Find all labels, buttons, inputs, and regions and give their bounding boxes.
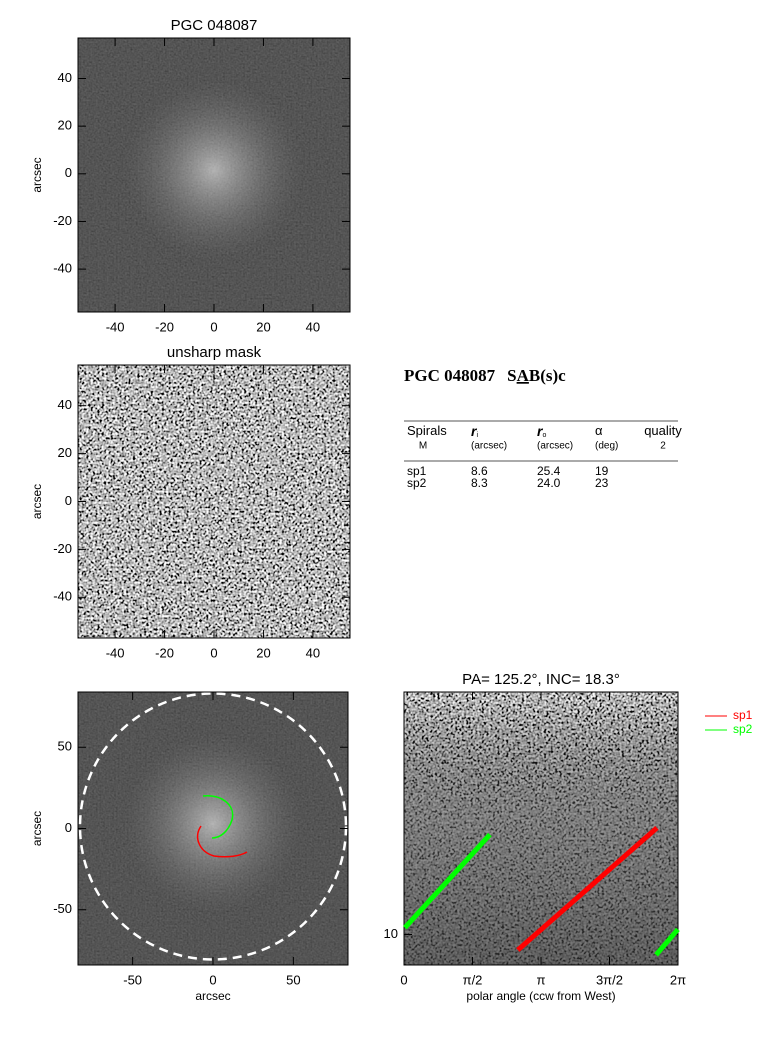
y-axis-label: arcsec [30, 484, 44, 519]
x-tick-label: 40 [306, 319, 320, 334]
class-text: B(s)c [529, 366, 566, 385]
column-label: quality [644, 423, 682, 438]
table-heading: PGC 048087 SAB(s)c [404, 366, 566, 385]
y-tick-label: -50 [53, 901, 72, 916]
panel-title: unsharp mask [167, 344, 262, 361]
x-tick-label: 2π [670, 972, 686, 987]
y-tick-label: 0 [65, 820, 72, 835]
x-tick-label: 40 [306, 645, 320, 660]
legend-label: sp2 [733, 722, 753, 736]
y-tick-label: 0 [65, 165, 72, 180]
panel-title: PA= 125.2°, INC= 18.3° [462, 671, 620, 688]
spiral-trace [196, 825, 248, 858]
spiral-trace [202, 795, 234, 839]
aperture-circle [78, 692, 348, 961]
column-header: quality [644, 423, 682, 438]
image-noise [78, 365, 350, 638]
column-header: ro [537, 423, 546, 439]
table-cell: sp2 [407, 476, 427, 490]
column-index: o [542, 432, 546, 439]
image-shade [404, 692, 678, 965]
x-tick-label: -40 [106, 645, 125, 660]
y-axis-label: arcsec [30, 811, 44, 846]
x-tick-label: 0 [400, 972, 407, 987]
x-axis-label: polar angle (ccw from West) [466, 989, 615, 1003]
y-tick-label: -40 [53, 261, 72, 276]
spiral-line [403, 832, 680, 957]
x-tick-label: -20 [155, 319, 174, 334]
column-label: α [595, 423, 603, 438]
spiral-line [516, 825, 659, 952]
column-sub: (arcsec) [537, 441, 573, 452]
table-cell: 19 [595, 464, 609, 478]
table-cell: 25.4 [537, 464, 561, 478]
column-header: α [595, 423, 603, 438]
table-cell: 8.6 [471, 464, 488, 478]
y-tick-label: -40 [53, 589, 72, 604]
galaxy-name: PGC 048087 [404, 366, 496, 385]
galaxy-glow [123, 734, 303, 913]
x-tick-label: 0 [209, 972, 216, 987]
x-tick-label: -40 [106, 319, 125, 334]
column-label: Spirals [407, 423, 447, 438]
column-label: r [471, 423, 478, 439]
legend-label: sp1 [733, 708, 753, 722]
column-sub: (deg) [595, 441, 618, 452]
x-tick-label: 50 [286, 972, 300, 987]
x-tick-label: π [537, 972, 546, 987]
x-tick-label: 20 [256, 645, 270, 660]
y-tick-label: 50 [58, 739, 72, 754]
x-tick-label: 3π/2 [596, 972, 623, 987]
y-tick-label: 20 [58, 118, 72, 133]
column-header: ri [471, 423, 478, 439]
y-tick-label: 10 [384, 926, 398, 941]
x-tick-label: -50 [123, 972, 142, 987]
panel-title: PGC 048087 [171, 17, 258, 34]
class-text: S [507, 366, 516, 385]
y-tick-label: 0 [65, 493, 72, 508]
x-tick-label: -20 [155, 645, 174, 660]
column-sub: M [419, 441, 427, 452]
x-tick-label: 20 [256, 319, 270, 334]
table-cell: 23 [595, 476, 609, 490]
y-tick-label: 40 [58, 70, 72, 85]
column-sub: (arcsec) [471, 441, 507, 452]
galaxy-glow [124, 80, 304, 260]
x-tick-label: π/2 [463, 972, 483, 987]
x-tick-label: 0 [210, 319, 217, 334]
x-tick-label: 0 [210, 645, 217, 660]
column-index: i [476, 432, 478, 439]
column-label: r [537, 423, 544, 439]
y-tick-label: 40 [58, 397, 72, 412]
y-tick-label: -20 [53, 541, 72, 556]
table: PGC 048087 SAB(s)c [404, 366, 678, 462]
y-axis-label: arcsec [30, 157, 44, 192]
column-sub: 2 [660, 441, 666, 452]
table-cell: 8.3 [471, 476, 488, 490]
y-tick-label: -20 [53, 213, 72, 228]
table-cell: 24.0 [537, 476, 561, 490]
class-text: A [517, 366, 530, 385]
y-tick-label: 20 [58, 445, 72, 460]
x-axis-label: arcsec [195, 989, 230, 1003]
table-cell: sp1 [407, 464, 427, 478]
column-header: Spirals [407, 423, 447, 438]
